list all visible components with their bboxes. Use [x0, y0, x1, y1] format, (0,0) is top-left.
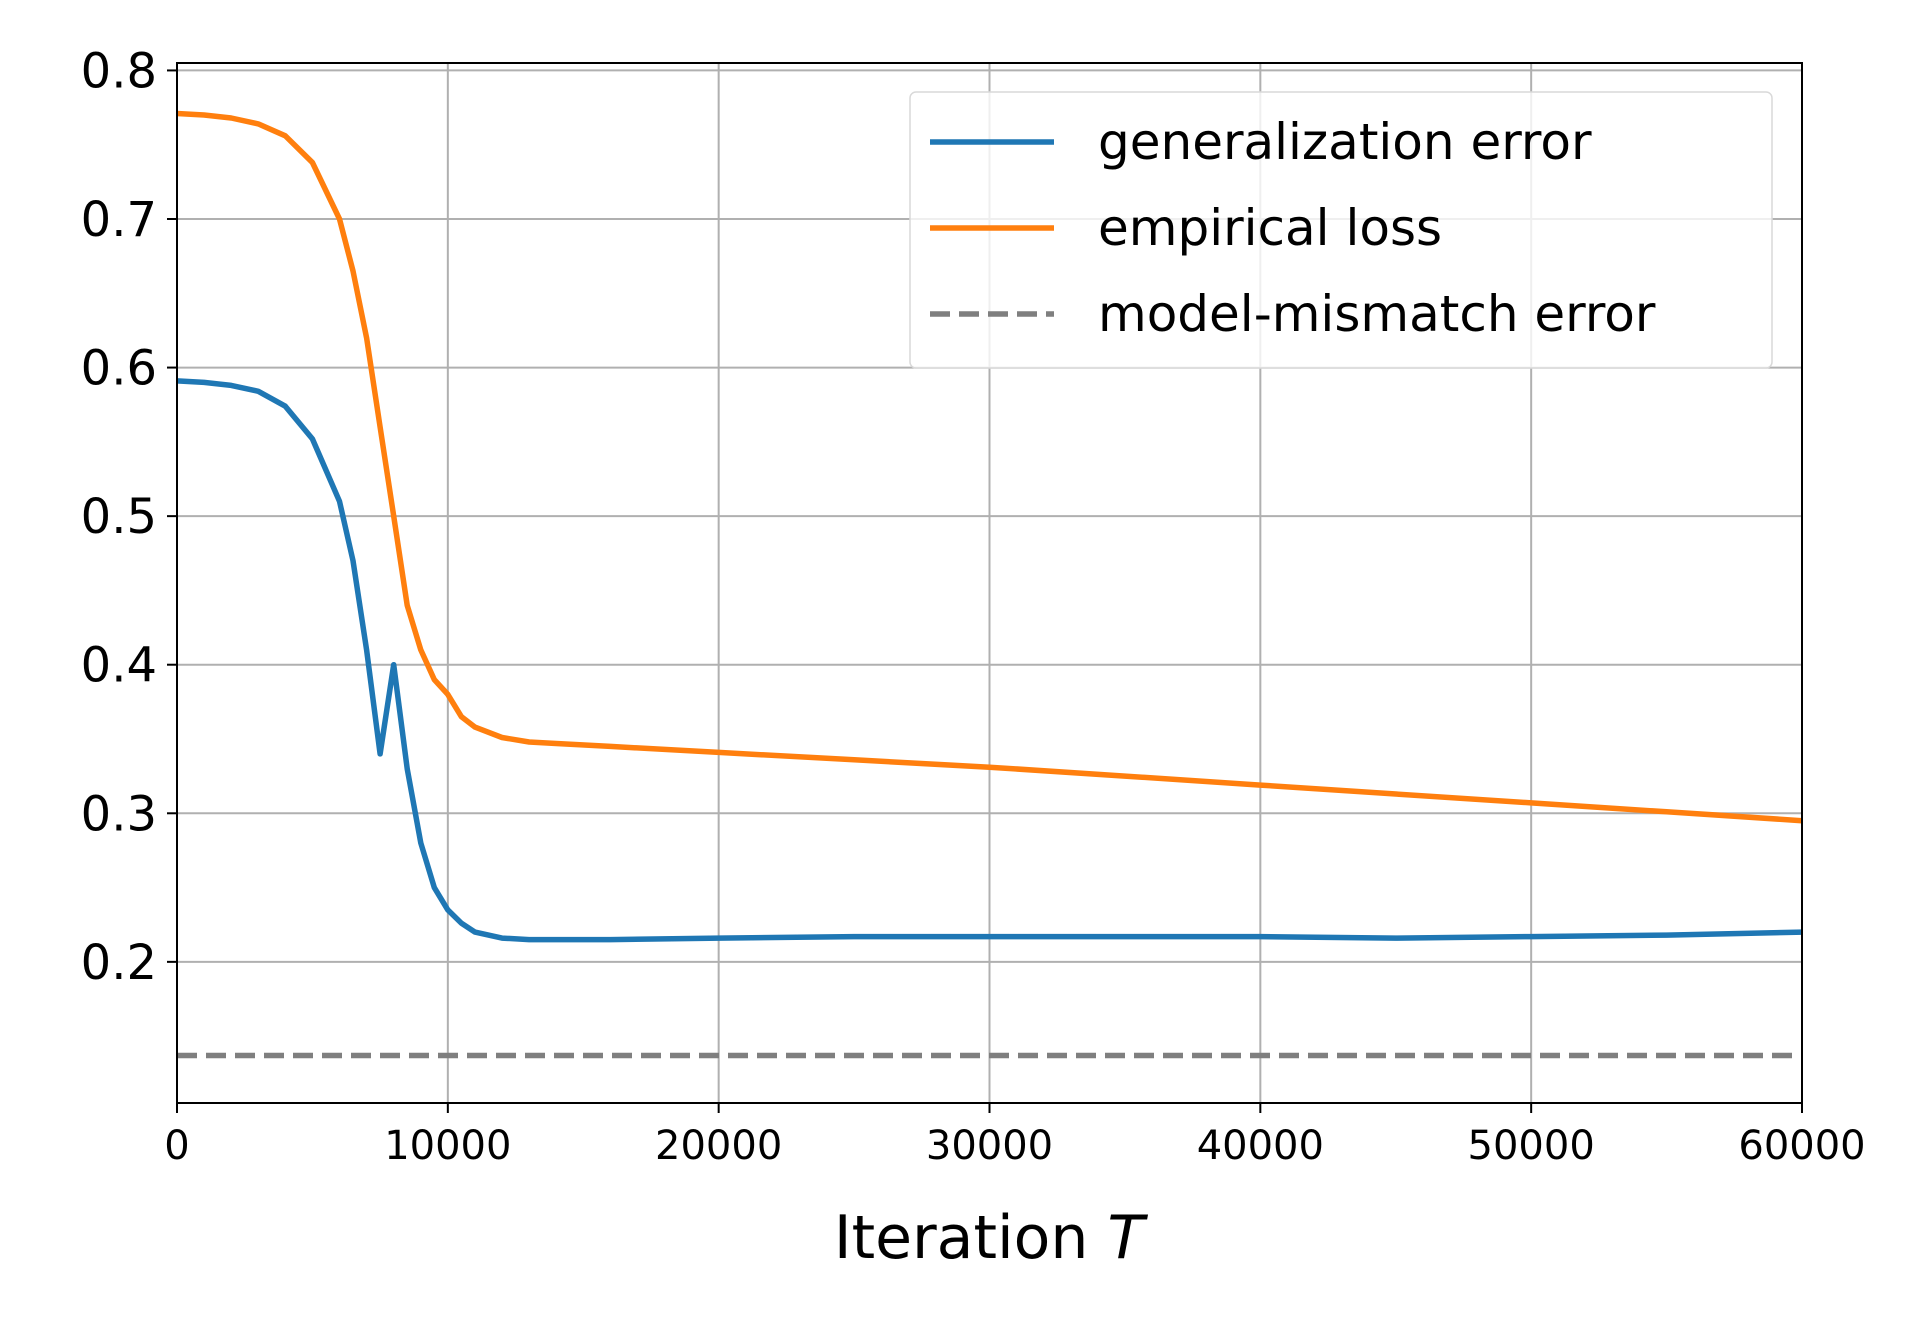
ticks: 0 10000 20000 30000 40000 50000 60000 0.2 0.3 0.4…: [81, 43, 1866, 1169]
x-tick-label: 50000: [1468, 1123, 1595, 1169]
x-axis-label-variable: T: [1107, 1203, 1148, 1273]
x-axis-label-text: Iteration: [834, 1203, 1108, 1273]
legend-label-generalization-error: generalization error: [1098, 113, 1592, 171]
series-line-empirical-loss: [176, 110, 1803, 824]
y-tick-label: 0.4: [81, 638, 157, 694]
y-tick-label: 0.7: [81, 192, 157, 248]
x-tick-label: 40000: [1197, 1123, 1324, 1169]
y-tick-label: 0.6: [81, 341, 157, 397]
legend-label-model-mismatch-error: model-mismatch error: [1098, 285, 1656, 343]
x-tick-label: 20000: [655, 1123, 782, 1169]
y-tick-label: 0.5: [81, 489, 157, 545]
y-tick-label: 0.2: [81, 935, 157, 991]
legend: generalization error empirical loss model-…: [909, 91, 1773, 369]
series-line-generalization-error: [176, 378, 1803, 943]
y-tick-label: 0.3: [81, 786, 157, 842]
legend-label-empirical-loss: empirical loss: [1098, 199, 1442, 257]
x-tick-label: 0: [164, 1123, 189, 1169]
x-tick-label: 10000: [384, 1123, 511, 1169]
series-layer: [176, 110, 1803, 1059]
x-tick-label: 30000: [926, 1123, 1053, 1169]
y-tick-label: 0.8: [81, 43, 157, 99]
x-tick-label: 60000: [1738, 1123, 1865, 1169]
legend-box: [909, 91, 1773, 369]
x-axis-label: Iteration T: [834, 1203, 1149, 1273]
